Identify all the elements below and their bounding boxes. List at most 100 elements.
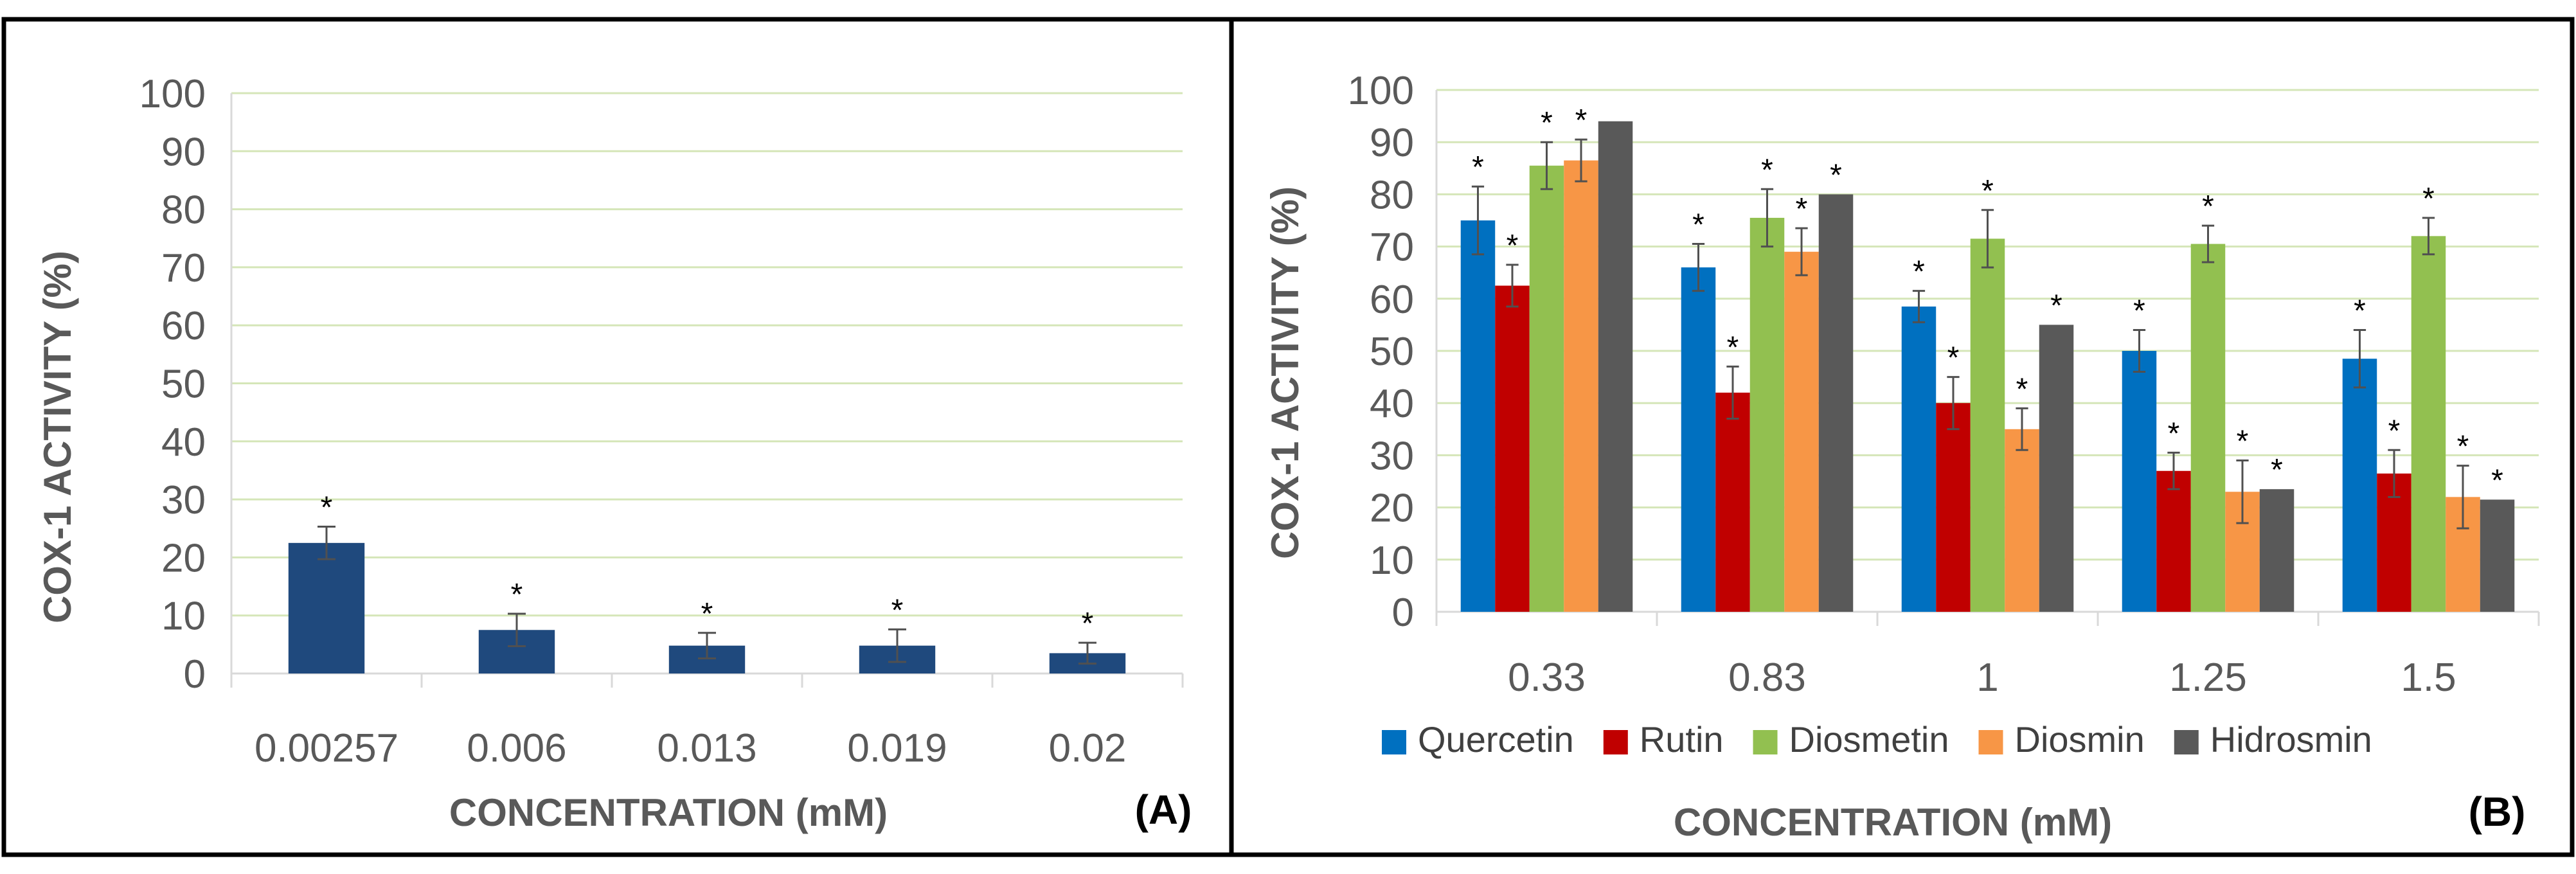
panel-b-significance-mark: * [1761, 153, 1773, 187]
panel-a-bars: * * * * * [288, 491, 1126, 673]
panel-b-bar [1715, 392, 1750, 612]
panel-b-significance-mark: * [1575, 103, 1588, 138]
panel-a-x-tick-label: 0.00257 [255, 726, 398, 771]
panel-a-significance-mark: * [321, 491, 333, 525]
panel-b-y-tick-label: 0 [1392, 591, 1414, 635]
panel-b-x-tick-label: 1.5 [2401, 656, 2456, 700]
panel-b-significance-mark: * [2388, 414, 2401, 448]
panel-b-y-tick-label: 40 [1370, 382, 1414, 426]
panel-b-significance-mark: * [1727, 330, 1739, 364]
panel-a-x-tick-label: 0.02 [1049, 726, 1127, 771]
panel-b-x-tick-label: 1 [1976, 656, 1998, 700]
panel-a-y-tick-label: 40 [161, 420, 206, 465]
panel-a-y-tick-label: 10 [161, 594, 206, 639]
panel-b-bar [2480, 499, 2515, 612]
panel-b-significance-mark: * [1947, 341, 1960, 375]
panel-b-bar [1784, 251, 1819, 612]
panel-a-y-tick-label: 0 [184, 652, 206, 697]
panel-a-significance-mark: * [701, 597, 713, 631]
legend-swatch [1382, 730, 1406, 754]
panel-b-significance-mark: * [1830, 158, 1842, 192]
panel-b-y-axis-title: COX-1 ACTIVITY (%) [1264, 186, 1307, 559]
legend-label: Diosmetin [1789, 719, 1949, 760]
panel-a-y-tick-label: 100 [139, 72, 206, 116]
panel-b-significance-mark: * [2271, 453, 2283, 487]
panel-b-bar [1970, 238, 2005, 612]
panel-b-bar [2122, 351, 2157, 612]
panel-b-x-ticks: 0.33 0.83 1 1.25 1.5 [1508, 656, 2456, 700]
panel-b-label: (B) [2469, 789, 2526, 835]
panel-b-bar [1460, 220, 1496, 612]
panel-b-x-axis-title: CONCENTRATION (mM) [1674, 801, 2112, 844]
panel-a-x-axis-title: CONCENTRATION (mM) [449, 791, 888, 834]
panel-b-significance-mark: * [1796, 192, 1808, 226]
legend-label: Quercetin [1418, 719, 1574, 760]
panel-b-significance-mark: * [1541, 106, 1553, 140]
legend-label: Rutin [1640, 719, 1724, 760]
panel-b-bar [1818, 194, 1854, 612]
panel-a-y-tick-label: 50 [161, 362, 206, 407]
panel-b-bar [1598, 121, 1633, 612]
panel-b-bar [2156, 470, 2191, 612]
panel-a-y-tick-label: 80 [161, 188, 206, 233]
panel-b-y-tick-label: 90 [1370, 121, 1414, 165]
panel-a-y-ticks: 0 10 20 30 40 50 60 70 80 90 100 [139, 72, 206, 697]
panel-a-significance-mark: * [1082, 607, 1094, 641]
panel-a-y-tick-label: 60 [161, 304, 206, 348]
panel-b-significance-mark: * [2168, 416, 2180, 450]
panel-b-y-tick-label: 50 [1370, 330, 1414, 374]
panel-b-significance-mark: * [2016, 372, 2028, 406]
panel-b-bars: * * * * * * * * * * * * * * * * * * * * * * * * [1460, 103, 2515, 612]
panel-b-y-tick-label: 30 [1370, 434, 1414, 478]
panel-a-significance-mark: * [891, 593, 904, 627]
panel-a-y-tick-label: 20 [161, 536, 206, 580]
panel-a-x-tick-label: 0.019 [847, 726, 947, 771]
panel-b-legend: Quercetin Rutin Diosmetin Diosmin Hidrosmin [1382, 719, 2372, 760]
panel-b-frame [1229, 17, 2575, 857]
panel-b-bar [1495, 285, 1530, 612]
panel-b-significance-mark: * [1913, 255, 1925, 289]
panel-b-bar [2259, 489, 2294, 612]
panel-b-y-tick-label: 100 [1348, 69, 1414, 113]
panel-b-y-ticks: 0 10 20 30 40 50 60 70 80 90 100 [1348, 69, 1414, 635]
panel-b-y-tick-label: 60 [1370, 278, 1414, 322]
panel-b-x-tick-label: 1.25 [2169, 656, 2247, 700]
legend-swatch [1978, 730, 2003, 754]
panel-a-bar [288, 542, 365, 673]
panel-b-bar [2039, 325, 2074, 612]
panel-b-y-tick-label: 80 [1370, 173, 1414, 217]
panel-b-significance-mark: * [2422, 182, 2435, 216]
panel-b-x-tick-label: 0.33 [1508, 656, 1586, 700]
panel-a-gridlines [230, 92, 1184, 688]
panel-a-x-ticks: 0.00257 0.006 0.013 0.019 0.02 [255, 726, 1126, 771]
panel-b-bar [2342, 359, 2377, 612]
panel-b-bar [2411, 236, 2446, 612]
panel-b-bar [1749, 217, 1785, 612]
panel-b-significance-mark: * [1472, 150, 1484, 184]
panel-b-significance-mark: * [2354, 294, 2366, 328]
panel-b-bar [1564, 160, 1598, 612]
panel-a-y-tick-label: 30 [161, 478, 206, 522]
legend-label: Hidrosmin [2210, 719, 2372, 760]
panel-b-y-tick-label: 20 [1370, 486, 1414, 531]
panel-a-x-tick-label: 0.013 [657, 726, 756, 771]
panel-b-bar [2005, 429, 2039, 612]
panel-a-significance-mark: * [511, 578, 523, 612]
panel-b-significance-mark: * [1692, 208, 1704, 242]
panel-b-significance-mark: * [2237, 425, 2249, 459]
panel-a-label: (A) [1135, 787, 1192, 833]
legend-swatch [1603, 730, 1628, 754]
panel-b-y-tick-label: 70 [1370, 226, 1414, 270]
panel-a-x-tick-label: 0.006 [467, 726, 566, 771]
panel-b-significance-mark: * [2050, 289, 2062, 323]
panel-b-bar [1681, 267, 1716, 612]
panel-b-significance-mark: * [1507, 229, 1519, 263]
panel-b-y-tick-label: 10 [1370, 539, 1414, 583]
panel-b-significance-mark: * [2202, 190, 2214, 224]
panel-b-significance-mark: * [2133, 294, 2145, 328]
chart-panel-b: * * * * * * * * * * * * * * * * * * * * * * * * 0 10 20 30 40 50 60 70… [1264, 69, 2540, 844]
panel-b-bar [2190, 244, 2226, 612]
legend-swatch [1753, 730, 1778, 754]
